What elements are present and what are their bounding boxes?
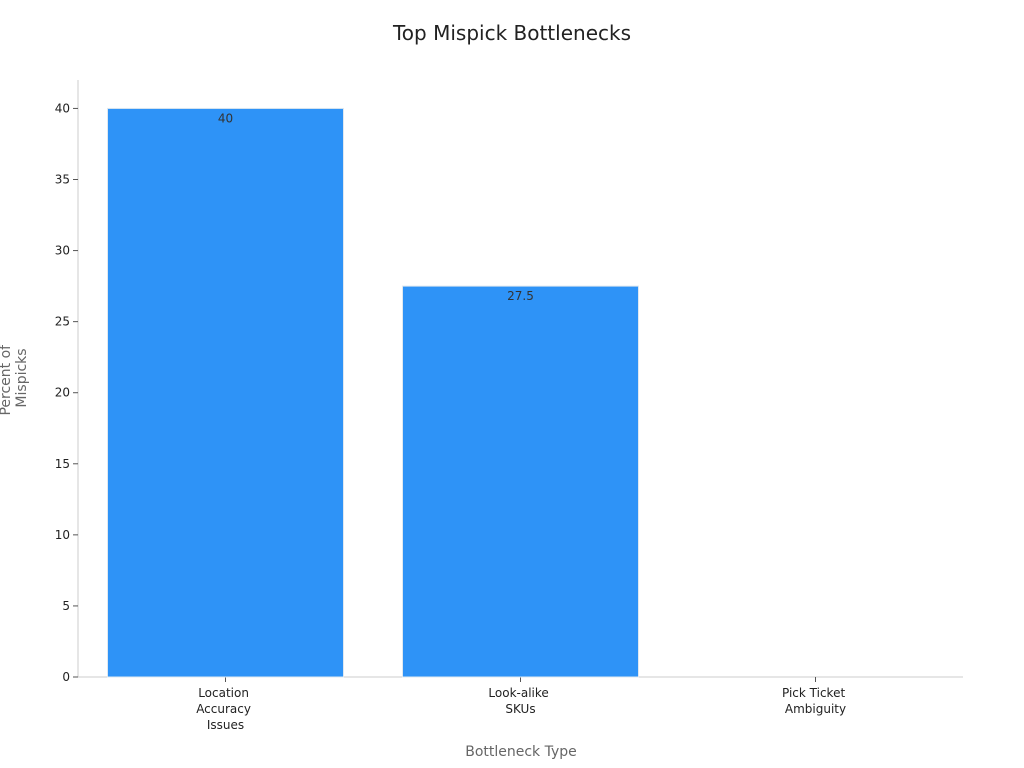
x-tick-label: Look-alike SKUs — [488, 686, 552, 716]
y-tick-label: 25 — [55, 315, 70, 329]
y-axis-label: Percent of Mispicks — [0, 340, 30, 415]
y-tick-label: 10 — [55, 528, 70, 542]
y-tick-label: 15 — [55, 457, 70, 471]
y-tick-label: 5 — [62, 599, 70, 613]
chart-title: Top Mispick Bottlenecks — [392, 21, 631, 45]
x-axis-label: Bottleneck Type — [465, 744, 577, 760]
x-tick-label: Pick Ticket Ambiguity — [782, 686, 849, 716]
y-tick-label: 20 — [55, 386, 70, 400]
bar — [402, 285, 639, 678]
x-tick-label: Location Accuracy Issues — [196, 686, 255, 732]
data-label: 40 — [218, 111, 233, 125]
y-tick-label: 0 — [62, 670, 70, 684]
y-tick-label: 40 — [55, 101, 70, 115]
y-tick-label: 35 — [55, 173, 70, 187]
data-label: 27.5 — [507, 289, 534, 303]
bar — [107, 107, 344, 678]
y-tick-label: 30 — [55, 244, 70, 258]
